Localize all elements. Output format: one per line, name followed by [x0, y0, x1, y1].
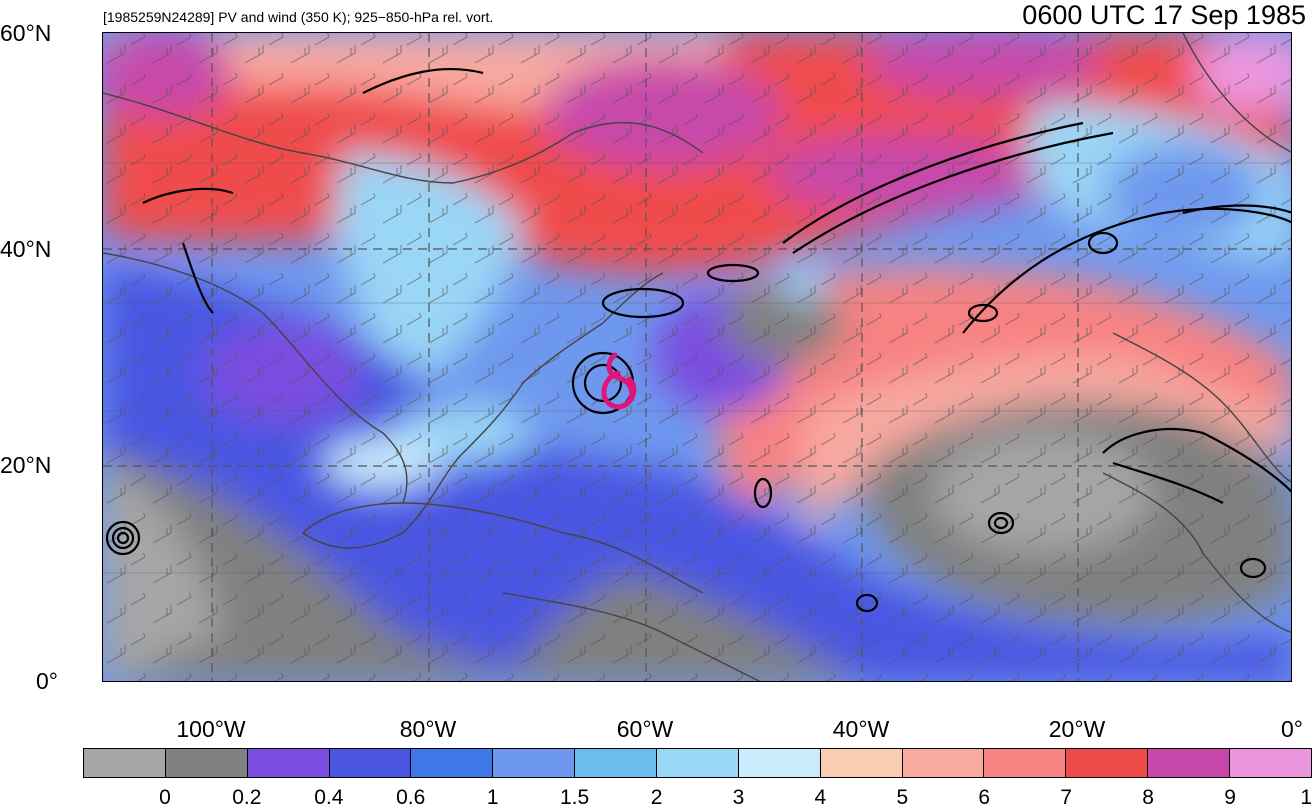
colorbar-swatch — [1148, 749, 1231, 777]
colorbar-swatch — [984, 749, 1067, 777]
colorbar-swatch — [575, 749, 658, 777]
colorbar-label: 0.2 — [232, 786, 262, 809]
colorbar-swatch — [1230, 749, 1311, 777]
lon-label-0: 0° — [1281, 716, 1303, 742]
colorbar-label: 2 — [650, 786, 663, 809]
lat-label-20n: 20°N — [0, 452, 52, 478]
colorbar-label: 1 — [486, 786, 499, 809]
lon-label-60w: 60°W — [616, 716, 674, 742]
map-canvas — [103, 33, 1291, 681]
gridlines — [103, 33, 1291, 681]
colorbar-label: 8 — [1142, 786, 1154, 809]
colorbar-label: 3 — [732, 786, 745, 809]
colorbar-label: 9 — [1224, 786, 1236, 809]
vorticity-contours — [105, 67, 1291, 613]
colorbar-label: 7 — [1060, 786, 1073, 809]
colorbar-label: 0 — [159, 786, 171, 809]
colorbar-label: 1.5 — [559, 786, 590, 809]
lon-label-100w: 100°W — [176, 716, 246, 742]
colorbar-label: 0.4 — [314, 786, 344, 809]
lon-label-20w: 20°W — [1048, 716, 1106, 742]
lat-label-60n: 60°N — [0, 20, 52, 46]
map-panel — [102, 32, 1292, 682]
colorbar-swatch — [820, 749, 903, 777]
lat-label-40n: 40°N — [0, 236, 52, 262]
colorbar-label: 6 — [978, 786, 991, 809]
valid-time: 0600 UTC 17 Sep 1985 — [1022, 0, 1306, 30]
colorbar-swatch — [329, 749, 412, 777]
colorbar-swatch — [411, 749, 494, 777]
colorbar-label: 10 — [1300, 786, 1312, 809]
lon-label-40w: 40°W — [832, 716, 890, 742]
colorbar-label: 4 — [814, 786, 827, 809]
colorbar-swatch — [902, 749, 985, 777]
colorbar-swatch — [84, 749, 166, 777]
wind-barbs — [103, 33, 1291, 681]
coastlines — [103, 33, 1291, 681]
plot-title: [1985259N24289] PV and wind (350 K); 925… — [103, 9, 494, 25]
colorbar-swatch — [1066, 749, 1149, 777]
colorbar-swatch — [738, 749, 821, 777]
tropical-cyclone-symbol — [601, 352, 637, 410]
colorbar-swatch — [493, 749, 576, 777]
colorbar-swatch — [247, 749, 330, 777]
lat-label-0: 0° — [36, 668, 58, 694]
colorbar — [83, 748, 1312, 778]
colorbar-label: 0.6 — [396, 786, 426, 809]
lon-label-80w: 80°W — [399, 716, 457, 742]
colorbar-swatch — [165, 749, 248, 777]
colorbar-swatch — [657, 749, 739, 777]
colorbar-label: 5 — [896, 786, 909, 809]
